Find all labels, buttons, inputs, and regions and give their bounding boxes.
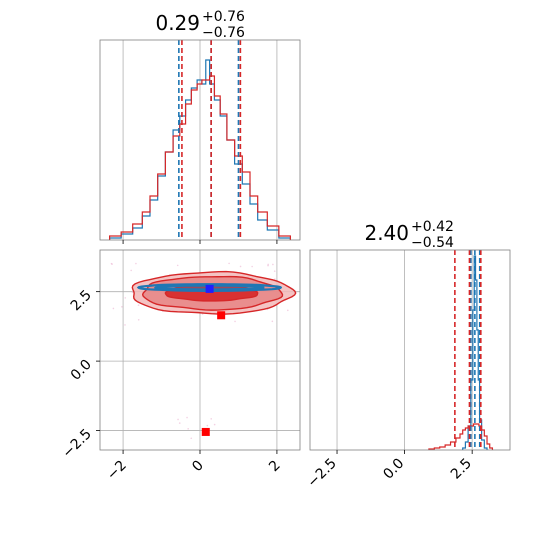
sample-point xyxy=(124,324,126,326)
joint-plot-area xyxy=(100,250,300,450)
param0-title: 0.29 +0.76 −0.76 xyxy=(155,9,245,41)
sample-point xyxy=(121,305,123,308)
y-tick-label: −2.5 xyxy=(59,426,94,461)
y-tick-label: 0.0 xyxy=(68,357,95,384)
sample-point xyxy=(135,262,137,265)
param1-histogram-panel: −2.5 0.0 2.5 xyxy=(305,249,511,491)
param0-histogram-panel xyxy=(99,39,301,244)
sample-point xyxy=(228,262,230,265)
joint-contour-panel: −2 0 2 −2.5 0.0 2.5 xyxy=(59,249,301,484)
sample-point xyxy=(130,269,132,272)
sample-point xyxy=(272,263,274,266)
sample-point xyxy=(271,320,274,323)
sample-point xyxy=(111,263,113,265)
truth-marker xyxy=(217,311,226,320)
truth-marker xyxy=(201,427,210,436)
sample-point xyxy=(176,264,179,267)
param1-title-lower: −0.54 xyxy=(411,235,454,251)
sample-point xyxy=(124,297,127,299)
blue-contour-level xyxy=(136,283,283,292)
sample-point xyxy=(286,309,289,312)
sample-point xyxy=(251,265,253,268)
sample-point xyxy=(131,291,134,294)
sample-point xyxy=(178,422,181,424)
sample-point xyxy=(186,416,188,419)
x-tick-label: 2.5 xyxy=(448,456,475,483)
param0-title-upper: +0.76 xyxy=(202,9,245,25)
sample-point xyxy=(274,278,276,280)
sample-point xyxy=(239,265,242,268)
x-tick-label: 0.0 xyxy=(380,456,407,483)
sample-point xyxy=(210,418,213,420)
sample-point xyxy=(190,437,193,440)
truth-marker xyxy=(205,284,214,293)
x-tick-label: 2 xyxy=(266,458,284,476)
param0-title-value: 0.29 xyxy=(155,11,200,35)
sample-point xyxy=(213,423,216,426)
sample-point xyxy=(273,270,276,272)
sample-point xyxy=(137,319,140,321)
sample-point xyxy=(177,418,179,421)
sample-point xyxy=(112,307,115,310)
param1-title-upper: +0.42 xyxy=(411,219,454,235)
sample-point xyxy=(267,263,269,266)
x-tick-label: −2 xyxy=(104,458,130,484)
hist-series xyxy=(428,423,494,450)
sample-point xyxy=(187,427,189,430)
axes-frame xyxy=(309,249,511,451)
y-tick-label: 2.5 xyxy=(68,287,95,314)
sample-point xyxy=(206,424,209,427)
x-tick-label: −2.5 xyxy=(305,456,340,491)
param1-title-value: 2.40 xyxy=(364,221,409,245)
param0-title-lower: −0.76 xyxy=(202,25,245,41)
sample-point xyxy=(234,320,236,323)
x-tick-label: 0 xyxy=(189,458,207,476)
hist-series xyxy=(109,75,291,240)
sample-point xyxy=(137,304,140,306)
param1-title: 2.40 +0.42 −0.54 xyxy=(364,219,454,251)
